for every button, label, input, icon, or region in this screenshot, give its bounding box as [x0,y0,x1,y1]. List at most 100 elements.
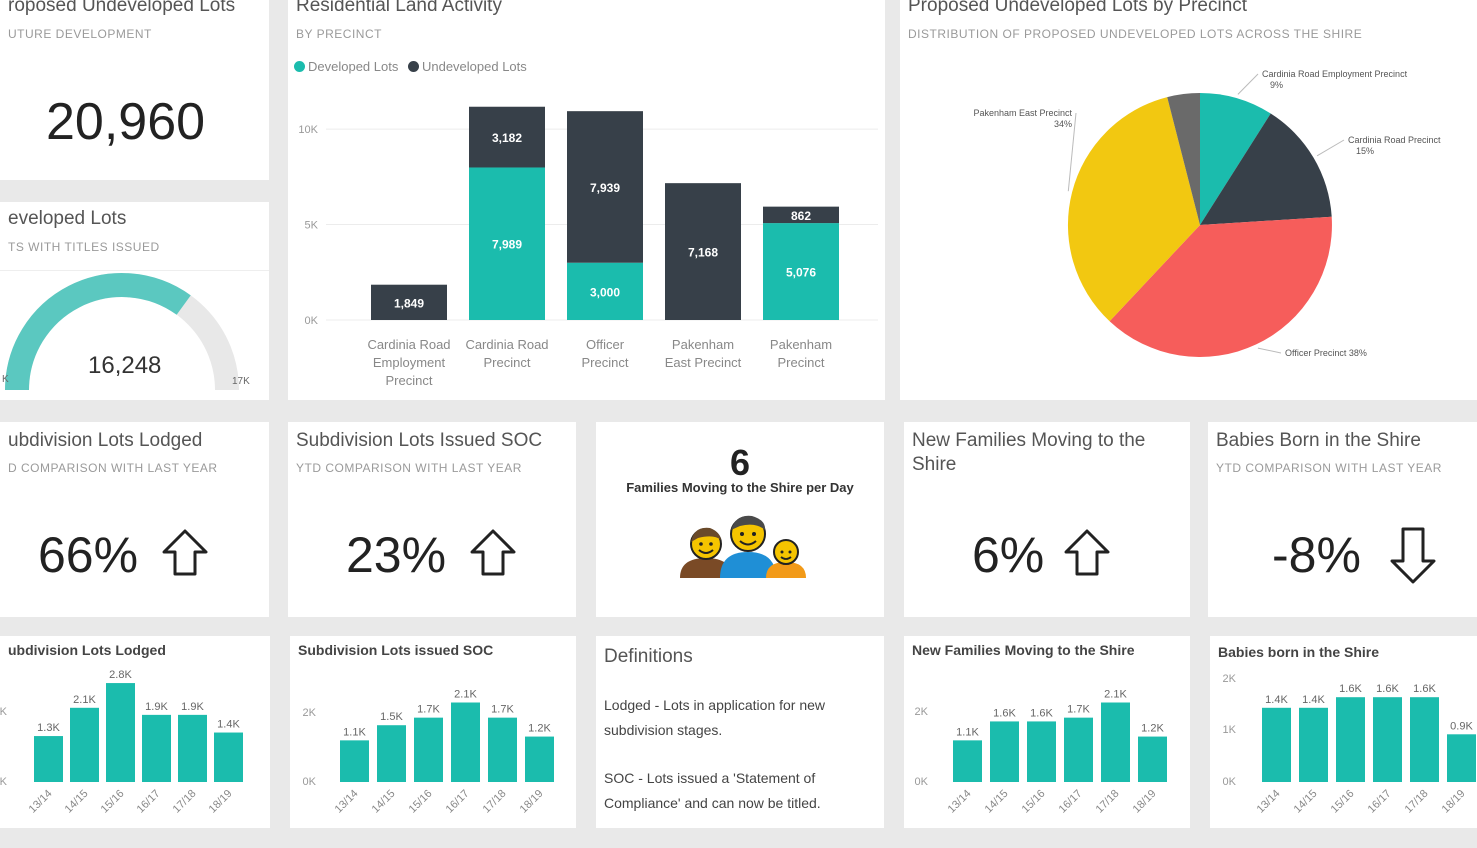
definition-soc-line1: SOC - Lots issued a 'Statement of [604,770,816,786]
data-label: 2.1K [454,689,477,701]
card-title: ubdivision Lots Lodged [8,430,203,451]
x-tick-label: East Precinct [665,355,742,370]
arrow-up-icon [162,529,208,576]
soc-bar-chart: 0K 2K 1.1K 13/14 1.5K 14/15 1.7K 15/16 2.1K 16/17… [303,689,554,816]
x-tick-label: 14/15 [370,788,398,816]
families-per-day-card[interactable]: 6 Families Moving to the Shire per Day [596,422,884,617]
bar [1410,697,1439,782]
pie-label-pct: 9% [1270,80,1283,90]
developed-lots-card[interactable]: eveloped Lots TS WITH TITLES ISSUED 16,2… [0,202,269,400]
bar [178,714,207,782]
babies-chart-card[interactable]: Babies born in the Shire 0K 1K 2K 1.4K 13/14… [1210,636,1477,828]
pie-slice [1167,92,1200,225]
bar [106,683,135,782]
families-per-day-value: 6 [729,442,751,483]
proposed-total-card[interactable]: roposed Undeveloped Lots UTURE DEVELOPME… [0,0,269,180]
bar [142,714,171,782]
residential-activity-card[interactable]: Residential Land Activity BY PRECINCT De… [288,0,885,400]
bar [1373,697,1402,782]
pie-label: Officer Precinct 38% [1285,348,1367,358]
card-title-line1: New Families Moving to the [912,430,1146,451]
chart-subtitle: DISTRIBUTION OF PROPOSED UNDEVELOPED LOT… [908,27,1363,41]
kpi-value: 66% [38,527,139,583]
data-label: 1.4K [1265,694,1288,706]
x-tick-label: 17/18 [1403,788,1431,816]
x-tick-label: 18/19 [518,788,546,816]
chart-title: ubdivision Lots Lodged [8,642,166,658]
data-label: 1.6K [1339,683,1362,695]
data-label: 3,000 [590,285,620,299]
bar [1336,697,1365,782]
data-label: 5,076 [786,266,816,280]
x-tick-label: Pakenham [770,337,832,352]
x-tick-label: 15/16 [407,788,435,816]
data-label: 1.6K [993,707,1016,719]
x-tick-label: 13/14 [27,788,55,816]
x-tick-label: 13/14 [333,788,361,816]
x-tick-label: 16/17 [444,788,472,816]
definitions-title: Definitions [604,646,693,667]
data-label: 1,849 [394,296,424,310]
y-tick-label: 0K [303,776,317,788]
bar [953,740,982,782]
x-tick-label: 14/15 [983,788,1011,816]
data-label: 1.9K [181,701,204,713]
y-tick-label: 1K [1223,724,1237,736]
x-tick-label: 13/14 [946,788,974,816]
families-chart-card[interactable]: New Families Moving to the Shire 0K 2K 1.1… [904,636,1190,828]
definition-lodged-line1: Lodged - Lots in application for new [604,697,826,713]
chart-title: Residential Land Activity [296,0,502,16]
card-subtitle: D COMPARISON WITH LAST YEAR [8,461,218,475]
developed-gauge [5,273,239,391]
definitions-card[interactable]: Definitions Lodged - Lots in application… [596,636,884,828]
pie-card[interactable]: Proposed Undeveloped Lots by Precinct DI… [900,0,1477,400]
legend-dot-undeveloped [407,61,419,72]
data-label: 1.7K [417,704,440,716]
x-tick-label: 16/17 [135,788,163,816]
kpi-value: 23% [346,527,447,583]
bar-undeveloped [763,206,839,224]
x-tick-label: Precinct [386,373,433,388]
data-label: 1.7K [491,704,514,716]
bar [1138,736,1167,782]
y-tick-label: 0K [1223,776,1237,788]
x-tick-label: Precinct [484,355,531,370]
data-label: 1.5K [380,711,403,723]
lodged-kpi-card[interactable]: ubdivision Lots Lodged D COMPARISON WITH… [0,422,269,617]
kpi-value: 6% [972,527,1045,583]
pie-slice [1200,92,1271,225]
bar [990,721,1019,782]
gauge-fill [5,273,191,391]
x-tick-label: 16/17 [1057,788,1085,816]
gauge-max-label: 17K [232,376,250,387]
x-tick-label: 18/19 [1131,788,1159,816]
soc-kpi-card[interactable]: Subdivision Lots Issued SOC YTD COMPARIS… [288,422,576,617]
pie-slice [1109,216,1332,357]
card-title: eveloped Lots [8,208,127,229]
data-label: 1.7K [1067,704,1090,716]
data-label: 1.4K [217,719,240,731]
babies-bar-chart: 0K 1K 2K 1.4K 13/14 1.4K 14/15 1.6K 15/16 1.6K 16/… [1223,673,1476,816]
bar-undeveloped [665,183,741,320]
data-label: 7,989 [492,238,522,252]
pie-label: Pakenham East Precinct [973,108,1072,118]
leader-line [1237,73,1259,95]
y-tick-label: K [0,706,8,718]
soc-chart-card[interactable]: Subdivision Lots issued SOC 0K 2K 1.1K 13/1… [290,636,576,828]
x-tick-label: 16/17 [1366,788,1394,816]
bar [488,717,517,782]
data-label: 1.3K [37,722,60,734]
bar [1447,734,1476,782]
proposed-total-value: 20,960 [46,93,206,151]
data-label: 7,939 [590,181,620,195]
definition-soc-line2: Compliance' and can now be titled. [604,795,821,811]
families-kpi-card[interactable]: New Families Moving to the Shire 6% [904,422,1190,617]
data-label: 7,168 [688,246,718,260]
bar-undeveloped [567,111,643,263]
babies-kpi-card[interactable]: Babies Born in the Shire YTD COMPARISON … [1208,422,1477,617]
bar [1262,707,1291,782]
lodged-chart-card[interactable]: ubdivision Lots Lodged K K 1.3K 13/14 2.1K 14… [0,636,270,828]
family-icon [680,515,806,578]
y-tick-label: 0K [915,776,929,788]
